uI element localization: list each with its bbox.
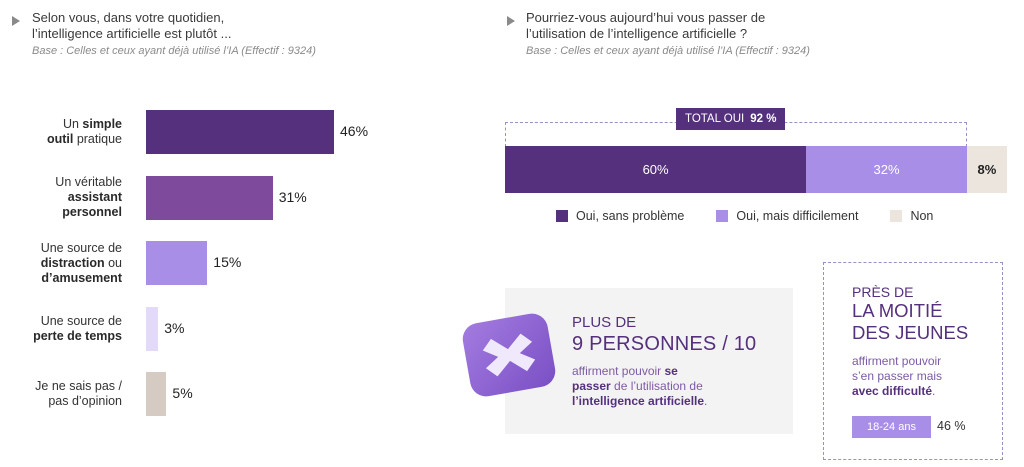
cross-icon <box>462 313 556 397</box>
stacked-segment-label: 60% <box>642 162 669 177</box>
question-marker-icon <box>507 16 515 26</box>
callout-right-content: PRÈS DE LA MOITIÉ DES JEUNES affirment p… <box>852 284 1002 399</box>
question-marker-icon <box>12 16 20 26</box>
total-oui-value: 92 % <box>750 113 777 125</box>
bar-value-label: 5% <box>172 385 193 401</box>
callout-left-line1: PLUS DE <box>572 314 637 331</box>
callout-left-text-bold: l’intelligence artificielle <box>572 394 705 408</box>
stacked-segment-label: 8% <box>977 162 997 177</box>
bar-category-label: Une source de perte de temps <box>33 313 122 343</box>
callout-left-text-part: . <box>704 394 708 408</box>
callout-right-line2: LA MOITIÉ <box>852 300 943 321</box>
total-oui-badge: TOTAL OUI 92 % <box>676 108 786 130</box>
stacked-segment-label: 32% <box>873 162 900 177</box>
callout-left-text-bold: se <box>664 364 678 378</box>
left-base-note: Base : Celles et ceux ayant déjà utilisé… <box>32 45 316 57</box>
callout-right-text: affirment pouvoir s’en passer mais avec … <box>852 354 1002 399</box>
stacked-segment: 8% <box>966 146 1007 193</box>
callout-left-text: affirment pouvoir se passer de l’utilisa… <box>572 364 782 409</box>
legend-swatch <box>890 210 903 222</box>
left-question: Selon vous, dans votre quotidien, l’inte… <box>32 10 452 42</box>
legend-label: Oui, sans problème <box>576 209 685 223</box>
bar <box>146 306 159 351</box>
legend-item: Oui, sans problème <box>556 209 684 223</box>
right-question: Pourriez-vous aujourd’hui vous passer de… <box>526 10 946 42</box>
stacked-segment: 60% <box>505 146 807 193</box>
stacked-segment: 32% <box>806 146 967 193</box>
bar-category-label: Je ne sais pas / pas d’opinion <box>35 379 122 408</box>
bar-value-label: 46% <box>340 123 369 139</box>
callout-right-line3: DES JEUNES <box>852 322 969 343</box>
bar-value-label: 3% <box>164 319 185 336</box>
callout-left-content: PLUS DE 9 PERSONNES / 10 affirment pouvo… <box>572 314 782 409</box>
callout-right-text-part: affirment pouvoir <box>852 354 942 368</box>
bar-category-label: Un véritable assistant personnel <box>55 175 122 219</box>
legend-label: Oui, mais difficilement <box>736 209 859 223</box>
callout-right-text-part: s’en passer mais <box>852 369 943 383</box>
total-oui-label: TOTAL OUI <box>685 113 745 125</box>
legend-item: Non <box>890 209 933 223</box>
callout-left-text-part: affirment pouvoir <box>572 364 665 378</box>
left-question-line: Selon vous, dans votre quotidien, <box>32 10 225 25</box>
bar <box>146 110 334 154</box>
callout-right-line1: PRÈS DE <box>852 284 914 300</box>
right-question-line: l’utilisation de l’intelligence artifici… <box>526 26 748 41</box>
bar-value-label: 31% <box>278 188 307 205</box>
bar <box>146 175 273 220</box>
legend-label: Non <box>910 209 934 223</box>
callout-right-text-bold: avec difficulté <box>852 384 933 398</box>
bar <box>146 372 167 416</box>
legend: Oui, sans problème Oui, mais difficileme… <box>556 209 933 223</box>
left-question-line: l’intelligence artificielle est plutôt .… <box>32 26 232 41</box>
legend-item: Oui, mais difficilement <box>716 209 858 223</box>
callout-box-right <box>823 262 1003 460</box>
age-badge: 18-24 ans <box>852 416 931 438</box>
legend-swatch <box>556 210 568 222</box>
legend-swatch <box>716 210 729 222</box>
left-bar-chart: Un simple outil pratique 46% Un véritable as… <box>0 100 480 430</box>
callout-left-text-bold: passer <box>572 379 611 393</box>
callout-left-text-part: de l’utilisation de <box>610 379 703 393</box>
bar-category-label: Une source de distraction ou d’amusement <box>40 240 122 285</box>
bar <box>146 241 208 285</box>
bar-value-label: 15% <box>213 254 242 270</box>
callout-right-text-part: . <box>932 384 936 398</box>
age-badge-value: 46 % <box>937 419 966 433</box>
stacked-bar: 60% 32% 8% <box>505 146 1007 193</box>
bar-category-label: Un simple outil pratique <box>46 117 122 146</box>
right-base-note: Base : Celles et ceux ayant déjà utilisé… <box>526 45 810 57</box>
right-question-line: Pourriez-vous aujourd’hui vous passer de <box>526 10 766 25</box>
callout-left-line2: 9 PERSONNES / 10 <box>572 333 757 355</box>
